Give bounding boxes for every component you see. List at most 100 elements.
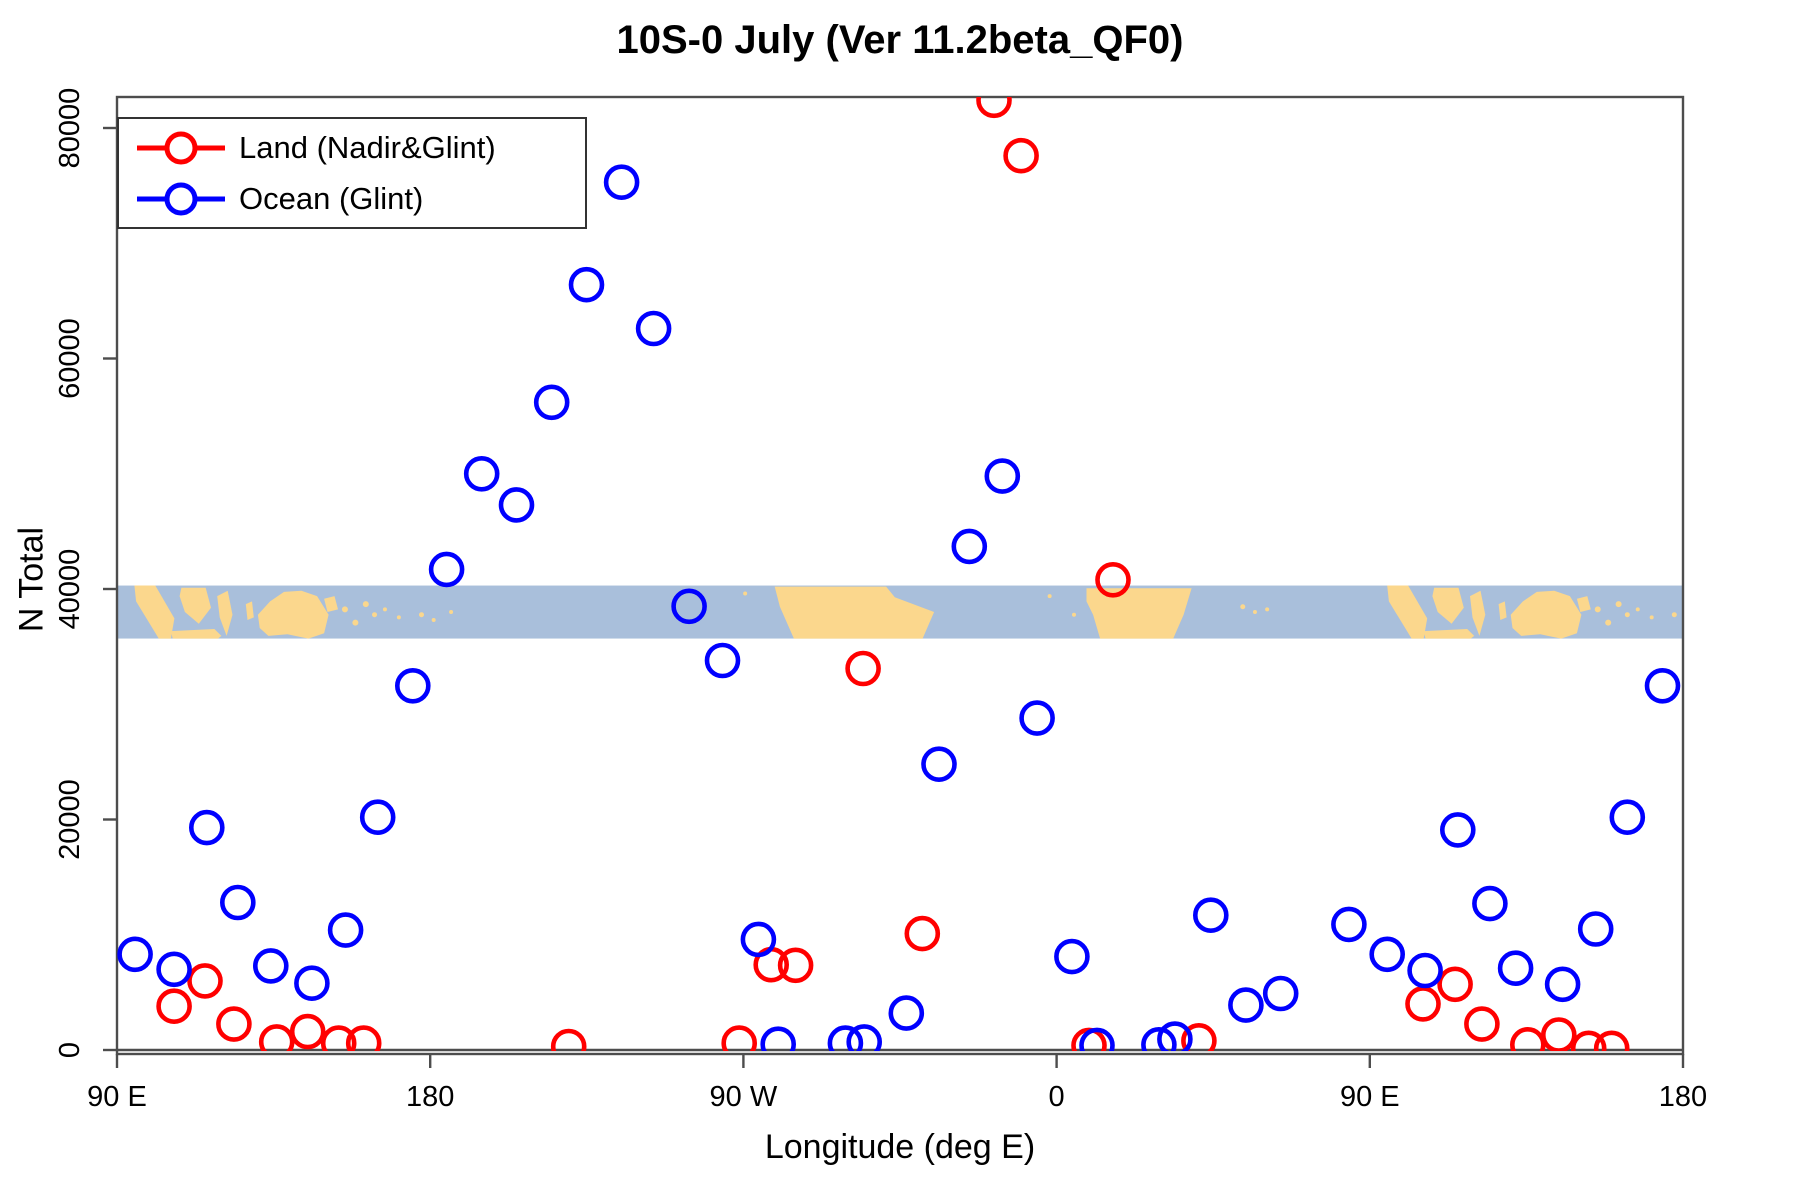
legend-item-ocean: Ocean (Glint) <box>119 176 585 221</box>
data-point-ocean <box>951 528 988 565</box>
data-point-ocean <box>827 1025 864 1051</box>
map-land-new-guinea <box>1510 590 1582 639</box>
data-point-ocean <box>1609 799 1646 836</box>
data-point-ocean <box>463 455 500 492</box>
map-island-dot <box>419 612 424 618</box>
data-point-ocean <box>888 995 925 1031</box>
map-island-dot <box>1240 604 1246 610</box>
data-point-land <box>345 1025 382 1051</box>
data-point-land <box>777 947 814 984</box>
data-point-ocean <box>1193 897 1229 934</box>
data-point-land <box>156 988 192 1025</box>
map-island-dot <box>1635 607 1640 612</box>
map-land-halmahera <box>1498 601 1507 620</box>
map-island-dot <box>352 619 359 626</box>
data-point-ocean <box>359 799 396 836</box>
data-point-land <box>1405 986 1441 1022</box>
map-land-sumatra <box>134 585 175 639</box>
map-land-borneo <box>1432 587 1464 624</box>
data-points <box>117 97 1681 1051</box>
data-point-land <box>976 97 1012 119</box>
data-point-ocean <box>533 384 570 421</box>
data-point-ocean <box>1262 975 1299 1012</box>
data-point-ocean <box>671 588 707 625</box>
legend-label-ocean: Ocean (Glint) <box>239 180 424 216</box>
data-point-land <box>1437 966 1473 1003</box>
map-land-java-strip <box>170 629 222 639</box>
y-tick-label: 20000 <box>54 779 86 860</box>
data-point-land <box>904 915 941 952</box>
plot-border <box>115 95 1685 1056</box>
map-island-dot <box>1265 607 1270 612</box>
map-island-dot <box>372 612 378 618</box>
data-point-ocean <box>921 746 957 783</box>
data-point-ocean <box>294 965 330 1002</box>
data-point-ocean <box>1054 938 1090 975</box>
map-island-dot <box>1072 612 1076 617</box>
map-land-new-britain <box>1576 596 1591 612</box>
data-point-ocean <box>1228 987 1264 1023</box>
map-land-sulawesi <box>217 590 233 636</box>
map-land-new-britain <box>324 596 338 612</box>
data-point-ocean <box>1157 1021 1193 1051</box>
data-point-ocean <box>1544 966 1581 1003</box>
map-island-dot <box>1605 619 1612 626</box>
map-land-halmahera <box>245 601 254 620</box>
data-point-ocean <box>1079 1027 1115 1051</box>
x-tick-label: 90 E <box>1340 1081 1400 1113</box>
data-point-land <box>289 1013 326 1050</box>
data-point-land <box>1003 137 1039 174</box>
data-point-land <box>1181 1023 1217 1051</box>
data-point-ocean <box>1577 911 1614 947</box>
x-axis-label: Longitude (deg E) <box>764 1128 1036 1166</box>
y-tick-label: 60000 <box>54 318 86 399</box>
data-point-ocean <box>1472 885 1508 922</box>
data-point-ocean <box>1407 952 1443 989</box>
data-point-ocean <box>498 487 535 523</box>
map-island-dot <box>341 606 348 613</box>
data-point-ocean <box>156 951 192 988</box>
map-island-dot <box>1047 594 1052 599</box>
map-island-dot <box>1594 606 1601 613</box>
data-point-ocean <box>220 884 256 921</box>
map-island-dot <box>382 607 387 612</box>
ocean-series-marker-icon <box>137 182 225 215</box>
data-point-land <box>845 650 881 687</box>
data-point-land <box>550 1028 587 1051</box>
y-tick-label: 80000 <box>54 88 86 169</box>
y-tick-label: 40000 <box>54 549 86 630</box>
data-point-ocean <box>428 551 465 588</box>
map-island-dot <box>449 610 454 615</box>
map-land-sumatra <box>1387 585 1428 639</box>
map-island-dot <box>743 591 748 596</box>
data-point-land <box>721 1025 757 1051</box>
map-island-dot <box>1649 615 1654 620</box>
data-point-ocean <box>1019 700 1055 736</box>
legend-label-land: Land (Nadir&Glint) <box>239 129 496 165</box>
data-point-ocean <box>394 667 431 704</box>
map-land-new-guinea <box>257 590 329 639</box>
map-land-south-america <box>774 586 935 639</box>
data-point-land <box>1510 1027 1546 1051</box>
data-point-land <box>1464 1006 1500 1042</box>
map-land-sulawesi <box>1470 590 1486 636</box>
map-island-dot <box>362 601 369 608</box>
map-island-dot <box>396 615 401 620</box>
x-tick-label: 180 <box>1659 1081 1707 1113</box>
map-island-dot <box>1615 601 1622 608</box>
data-point-ocean <box>189 809 225 846</box>
y-axis-ticks: 0 20000 40000 60000 80000 <box>54 88 117 1058</box>
data-point-ocean <box>1141 1027 1177 1051</box>
world-map-band <box>117 585 1683 639</box>
data-point-ocean <box>846 1024 882 1051</box>
data-point-ocean <box>740 921 777 958</box>
map-island-dot <box>1671 612 1677 618</box>
data-point-ocean <box>1440 812 1476 848</box>
data-point-land <box>216 1006 252 1042</box>
data-point-land <box>320 1025 357 1051</box>
map-land-africa <box>1086 588 1192 639</box>
map-land-java-strip <box>1423 629 1475 639</box>
data-point-ocean <box>760 1026 796 1051</box>
